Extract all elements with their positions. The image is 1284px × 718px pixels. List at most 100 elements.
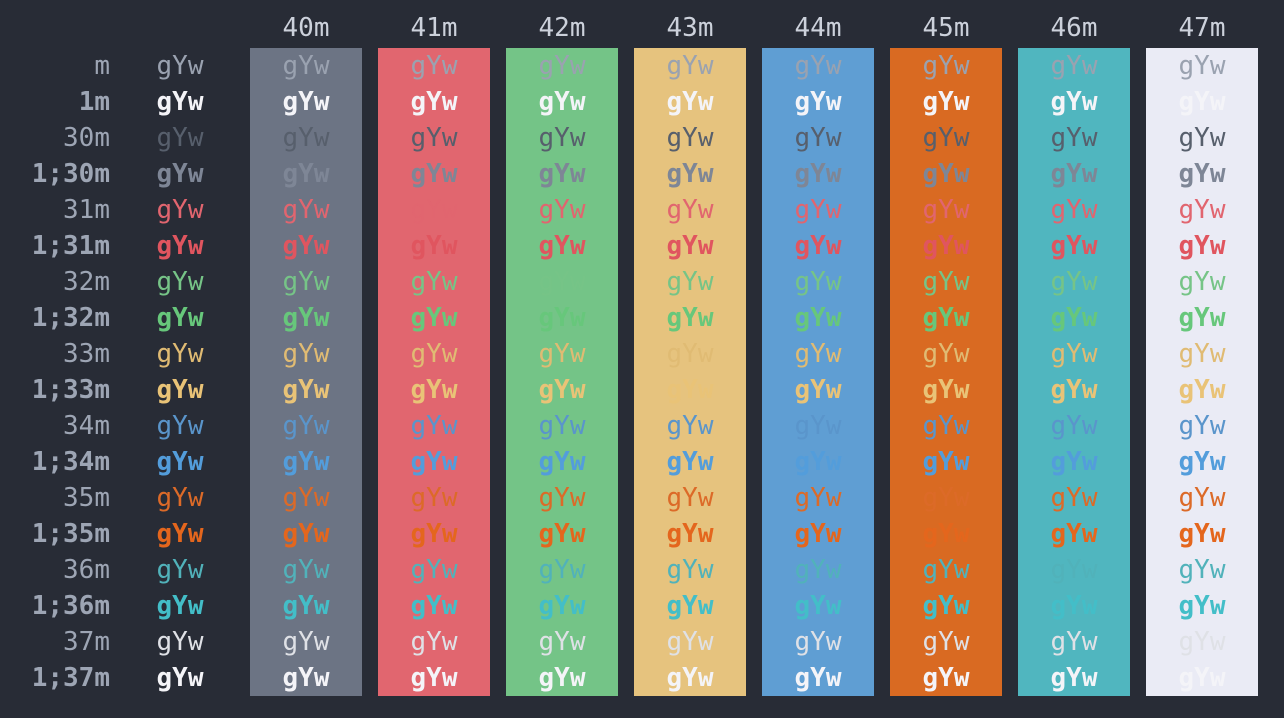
column-header-44m: 44m [794, 13, 842, 43]
cell-33m-on-42m: gYw [538, 339, 586, 369]
cell-31m-on-40m: gYw [282, 195, 330, 225]
bg-column-42m [506, 48, 618, 696]
cell-35m-on-47m: gYw [1178, 483, 1226, 513]
cell-1;35m-on-42m: gYw [538, 519, 586, 549]
cell-32m-on-45m: gYw [922, 267, 970, 297]
cell-31m-on-41m: gYw [410, 195, 458, 225]
row-1;30m: 1;30m gYw gYw gYw gYw gYw gYw gYw gYw gYw [0, 156, 1274, 192]
cell-default-bg: gYw [156, 627, 204, 657]
column-header-45m: 45m [922, 13, 970, 43]
cell-1m-on-44m: gYw [794, 87, 842, 117]
cell-1;33m-on-40m: gYw [282, 375, 330, 405]
cell-1;33m-on-46m: gYw [1050, 375, 1098, 405]
cell-1;34m-on-47m: gYw [1178, 447, 1226, 477]
bg-column-41m [378, 48, 490, 696]
row-34m: 34m gYw gYw gYw gYw gYw gYw gYw gYw gYw [0, 408, 1274, 444]
cell-37m-on-45m: gYw [922, 627, 970, 657]
cell-30m-on-44m: gYw [794, 123, 842, 153]
row-label: 37m [63, 627, 110, 657]
bg-column-40m [250, 48, 362, 696]
cell-1;32m-on-43m: gYw [666, 303, 714, 333]
cell-1;32m-on-42m: gYw [538, 303, 586, 333]
cell-1;31m-on-44m: gYw [794, 231, 842, 261]
row-label: 1;30m [31, 159, 110, 189]
row-1;32m: 1;32m gYw gYw gYw gYw gYw gYw gYw gYw gYw [0, 300, 1274, 336]
cell-1m-on-47m: gYw [1178, 87, 1226, 117]
column-header-46m: 46m [1050, 13, 1098, 43]
cell-1;34m-on-44m: gYw [794, 447, 842, 477]
cell-33m-on-43m: gYw [666, 339, 714, 369]
cell-1;37m-on-40m: gYw [282, 663, 330, 693]
row-1;31m: 1;31m gYw gYw gYw gYw gYw gYw gYw gYw gYw [0, 228, 1274, 264]
cell-1;35m-on-43m: gYw [666, 519, 714, 549]
row-label: 31m [63, 195, 110, 225]
cell-32m-on-41m: gYw [410, 267, 458, 297]
cell-1;34m-on-43m: gYw [666, 447, 714, 477]
cell-34m-on-45m: gYw [922, 411, 970, 441]
cell-1;37m-on-42m: gYw [538, 663, 586, 693]
cell-34m-on-43m: gYw [666, 411, 714, 441]
cell-33m-on-47m: gYw [1178, 339, 1226, 369]
cell-1m-on-41m: gYw [410, 87, 458, 117]
row-label: 1;37m [31, 663, 110, 693]
cell-1;36m-on-45m: gYw [922, 591, 970, 621]
cell-default-bg: gYw [156, 267, 204, 297]
cell-1;31m-on-45m: gYw [922, 231, 970, 261]
cell-1;30m-on-42m: gYw [538, 159, 586, 189]
cell-37m-on-43m: gYw [666, 627, 714, 657]
row-label: 1;34m [31, 447, 110, 477]
cell-1;37m-on-43m: gYw [666, 663, 714, 693]
cell-34m-on-44m: gYw [794, 411, 842, 441]
cell-1;37m-on-47m: gYw [1178, 663, 1226, 693]
cell-1;35m-on-41m: gYw [410, 519, 458, 549]
cell-1;31m-on-47m: gYw [1178, 231, 1226, 261]
row-label: 1;35m [31, 519, 110, 549]
cell-1;33m-on-45m: gYw [922, 375, 970, 405]
cell-1;33m-on-42m: gYw [538, 375, 586, 405]
cell-36m-on-41m: gYw [410, 555, 458, 585]
cell-1;32m-on-47m: gYw [1178, 303, 1226, 333]
cell-35m-on-42m: gYw [538, 483, 586, 513]
row-label: 1m [78, 87, 110, 117]
cell-32m-on-43m: gYw [666, 267, 714, 297]
row-label: 32m [63, 267, 110, 297]
cell-35m-on-46m: gYw [1050, 483, 1098, 513]
cell-1;32m-on-45m: gYw [922, 303, 970, 333]
cell-1;37m-on-41m: gYw [410, 663, 458, 693]
cell-1;37m-on-45m: gYw [922, 663, 970, 693]
row-31m: 31m gYw gYw gYw gYw gYw gYw gYw gYw gYw [0, 192, 1274, 228]
cell-default-bg: gYw [156, 231, 204, 261]
cell-1;30m-on-40m: gYw [282, 159, 330, 189]
cell-1;33m-on-41m: gYw [410, 375, 458, 405]
cell-34m-on-42m: gYw [538, 411, 586, 441]
cell-1;34m-on-42m: gYw [538, 447, 586, 477]
row-32m: 32m gYw gYw gYw gYw gYw gYw gYw gYw gYw [0, 264, 1274, 300]
cell-default-bg: gYw [156, 87, 204, 117]
cell-default-bg: gYw [156, 51, 204, 81]
row-label: 1;32m [31, 303, 110, 333]
bg-column-44m [762, 48, 874, 696]
row-label: 33m [63, 339, 110, 369]
row-label: m [94, 51, 110, 81]
cell-1;32m-on-41m: gYw [410, 303, 458, 333]
cell-default-bg: gYw [156, 591, 204, 621]
cell-1;34m-on-46m: gYw [1050, 447, 1098, 477]
cell-1;31m-on-40m: gYw [282, 231, 330, 261]
cell-1;33m-on-43m: gYw [666, 375, 714, 405]
cell-1;31m-on-41m: gYw [410, 231, 458, 261]
cell-1;30m-on-45m: gYw [922, 159, 970, 189]
cell-36m-on-42m: gYw [538, 555, 586, 585]
bg-column-43m [634, 48, 746, 696]
cell-1;33m-on-47m: gYw [1178, 375, 1226, 405]
cell-31m-on-47m: gYw [1178, 195, 1226, 225]
cell-32m-on-46m: gYw [1050, 267, 1098, 297]
cell-36m-on-44m: gYw [794, 555, 842, 585]
cell-1;35m-on-44m: gYw [794, 519, 842, 549]
cell-1;30m-on-46m: gYw [1050, 159, 1098, 189]
cell-37m-on-46m: gYw [1050, 627, 1098, 657]
cell-default-bg: gYw [156, 195, 204, 225]
row-label: 1;31m [31, 231, 110, 261]
column-header-42m: 42m [538, 13, 586, 43]
cell-1;30m-on-43m: gYw [666, 159, 714, 189]
cell-37m-on-47m: gYw [1178, 627, 1226, 657]
